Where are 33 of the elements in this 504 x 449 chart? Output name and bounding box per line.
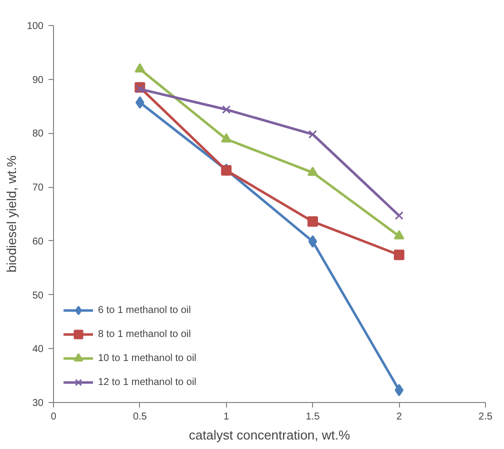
- y-tick-label: 60: [32, 236, 44, 248]
- legend-label: 8 to 1 methanol to oil: [98, 328, 191, 341]
- y-tick-label: 30: [32, 398, 44, 409]
- legend-label: 12 to 1 methanol to oil: [98, 376, 196, 389]
- y-axis-title: biodiesel yield, wt.%: [4, 155, 19, 273]
- point: [308, 235, 318, 248]
- point: [394, 211, 404, 220]
- legend-label: 10 to 1 methanol to oil: [98, 352, 196, 365]
- point: [308, 130, 317, 139]
- point: [394, 230, 404, 240]
- point: [307, 166, 318, 176]
- point: [135, 96, 144, 109]
- point: [394, 250, 404, 260]
- y-tick-label: 100: [26, 21, 44, 32]
- point: [307, 216, 318, 227]
- x-tick-label: 1.5: [306, 412, 320, 422]
- x-tick-label: 2: [396, 412, 402, 422]
- y-tick-label: 50: [32, 290, 44, 302]
- y-tick-label: 40: [32, 344, 44, 356]
- y-tick-label: 70: [32, 182, 44, 194]
- point: [222, 105, 231, 114]
- point: [136, 84, 144, 94]
- x-tick-label: 0.5: [132, 412, 148, 422]
- x-tick-label: 1: [224, 412, 230, 422]
- point: [394, 384, 404, 396]
- legend-label: 6 to 1 methanol to oil: [98, 304, 191, 317]
- x-axis-title: catalyst concentration, wt.%: [188, 428, 351, 442]
- x-tick-label: 0: [50, 412, 57, 422]
- point: [134, 63, 146, 72]
- point: [221, 133, 232, 142]
- y-tick-label: 80: [32, 128, 44, 140]
- y-tick-label: 90: [32, 74, 44, 86]
- x-tick-label: 2.5: [478, 412, 493, 422]
